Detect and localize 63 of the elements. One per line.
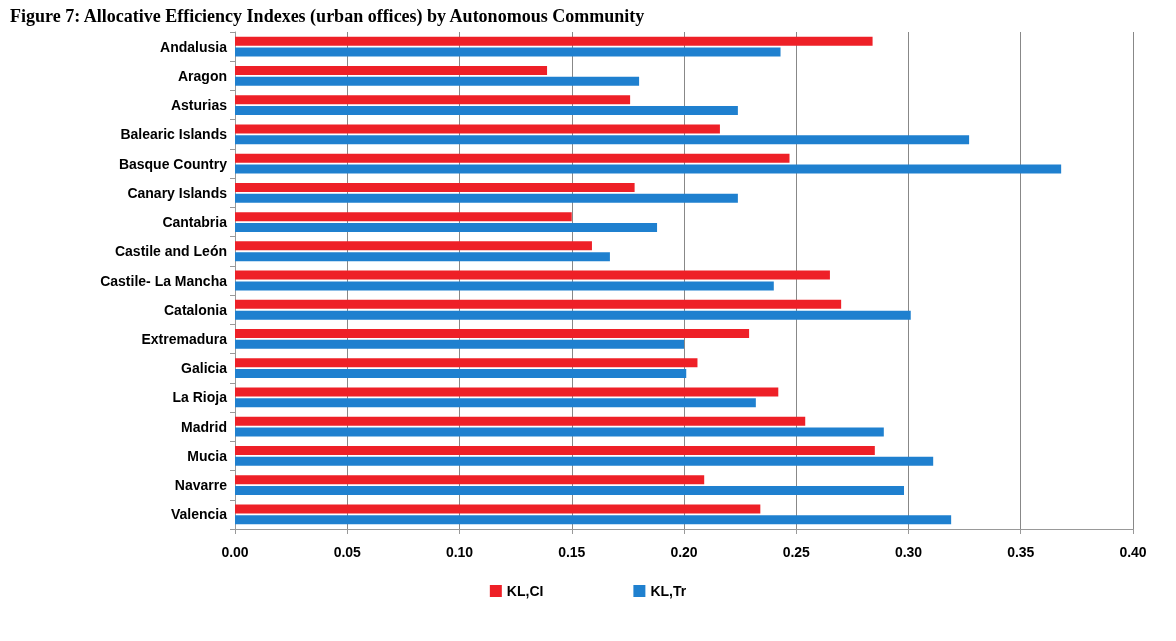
bar: [235, 241, 592, 251]
bar: [235, 164, 1062, 174]
y-tick-label: Navarre: [174, 477, 228, 494]
bar: [235, 329, 750, 339]
bar: [235, 36, 873, 46]
y-tick-label: Asturias: [170, 97, 228, 114]
y-tick-label: Cantabria: [162, 214, 228, 231]
y-tick-label: Madrid: [181, 418, 227, 435]
bar: [235, 398, 756, 408]
bar: [235, 504, 761, 514]
bar: [235, 95, 631, 105]
bar: [235, 212, 572, 222]
x-tick-label: 0.20: [670, 544, 698, 560]
bar: [235, 456, 934, 466]
bar: [235, 153, 790, 163]
y-tick-label: Valencia: [170, 506, 228, 523]
bar: [235, 416, 806, 426]
bar: [235, 76, 640, 86]
x-tick-label: 0.15: [558, 544, 586, 560]
y-tick-label: Castile and León: [114, 243, 227, 260]
legend-label: KL,CI: [506, 583, 544, 599]
x-tick-label: 0.35: [1007, 544, 1035, 560]
x-tick-label: 0.40: [1119, 544, 1147, 560]
y-tick-label: Aragon: [178, 67, 227, 84]
y-tick-label: Andalusia: [160, 38, 228, 55]
bar: [235, 310, 911, 320]
bar: [235, 515, 952, 525]
bar: [235, 182, 635, 192]
bar: [235, 446, 875, 456]
x-tick-label: 0.30: [894, 544, 923, 560]
y-tick-label: Galicia: [181, 360, 228, 377]
bar: [235, 427, 884, 437]
y-tick-label: Basque Country: [118, 155, 228, 172]
y-tick-label: Catalonia: [163, 301, 228, 318]
bar: [235, 475, 705, 485]
bar: [235, 387, 779, 397]
y-tick-label: Castile- La Mancha: [100, 272, 228, 289]
bar: [235, 281, 774, 291]
bar: [235, 135, 970, 145]
y-tick-label: Extremadura: [141, 330, 228, 347]
x-tick-label: 0.00: [221, 544, 249, 560]
x-tick-label: 0.10: [445, 544, 474, 560]
y-tick-label: La Rioja: [172, 389, 228, 406]
bar: [235, 193, 738, 203]
bar: [235, 65, 548, 75]
x-tick-label: 0.05: [333, 544, 362, 560]
bar: [235, 486, 905, 496]
legend-label: KL,Tr: [650, 583, 687, 599]
y-tick-label: Canary Islands: [127, 184, 228, 201]
bar: [235, 358, 698, 368]
y-tick-label: Mucia: [187, 447, 228, 464]
bar: [235, 222, 658, 232]
bar: [235, 369, 687, 379]
chart-title: Figure 7: Allocative Efficiency Indexes (urban offices) by Autonomous Community: [10, 6, 645, 27]
bar: [235, 339, 684, 349]
x-tick-label: 0.25: [782, 544, 811, 560]
bar: [235, 47, 781, 57]
bar: [235, 270, 830, 280]
y-tick-label: Balearic Islands: [120, 126, 228, 143]
bar: [235, 252, 610, 262]
bar: [235, 105, 738, 115]
bar: [235, 124, 720, 134]
bar: [235, 299, 842, 309]
